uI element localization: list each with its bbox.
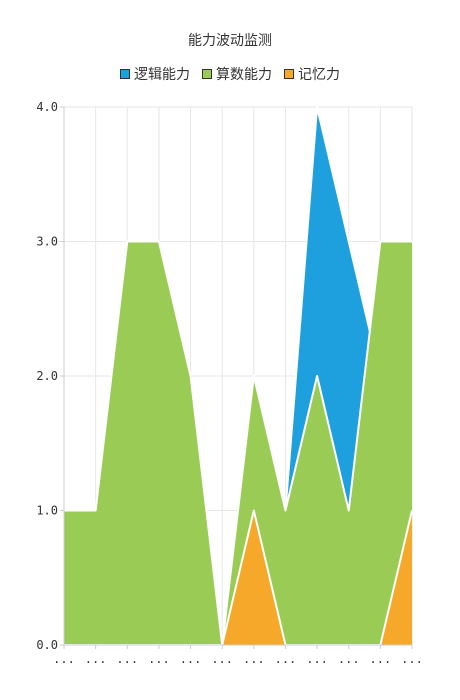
x-tick-label: ... [306,652,328,666]
series-line-1 [64,240,412,646]
y-tick-label: 4.0 [36,100,58,114]
y-tick-label: 3.0 [36,235,58,249]
x-tick-label: ... [53,652,75,666]
legend-swatch-logic [120,69,130,79]
x-tick-label: ... [211,652,233,666]
x-tick-label: ... [180,652,202,666]
y-tick-label: 2.0 [36,369,58,383]
legend-item-arithmetic[interactable]: 算数能力 [202,64,272,84]
x-tick-label: ... [275,652,297,666]
x-tick-label: ... [85,652,107,666]
legend-swatch-memory [284,69,294,79]
y-tick-label: 0.0 [36,638,58,652]
y-tick-label: 1.0 [36,504,58,518]
legend: 逻辑能力 算数能力 记忆力 [0,64,460,84]
x-tick-label: ... [401,652,423,666]
x-tick-label: ... [243,652,265,666]
x-tick-label: ... [148,652,170,666]
legend-label-logic: 逻辑能力 [134,67,190,83]
x-tick-label: ... [116,652,138,666]
x-tick-label: ... [338,652,360,666]
area-arithmetic [64,241,412,645]
legend-swatch-arithmetic [202,69,212,79]
chart-title: 能力波动监测 [188,33,272,49]
legend-label-memory: 记忆力 [298,67,340,83]
x-tick-label: ... [370,652,392,666]
legend-item-memory[interactable]: 记忆力 [284,64,340,84]
legend-label-arithmetic: 算数能力 [216,67,272,83]
legend-item-logic[interactable]: 逻辑能力 [120,64,190,84]
